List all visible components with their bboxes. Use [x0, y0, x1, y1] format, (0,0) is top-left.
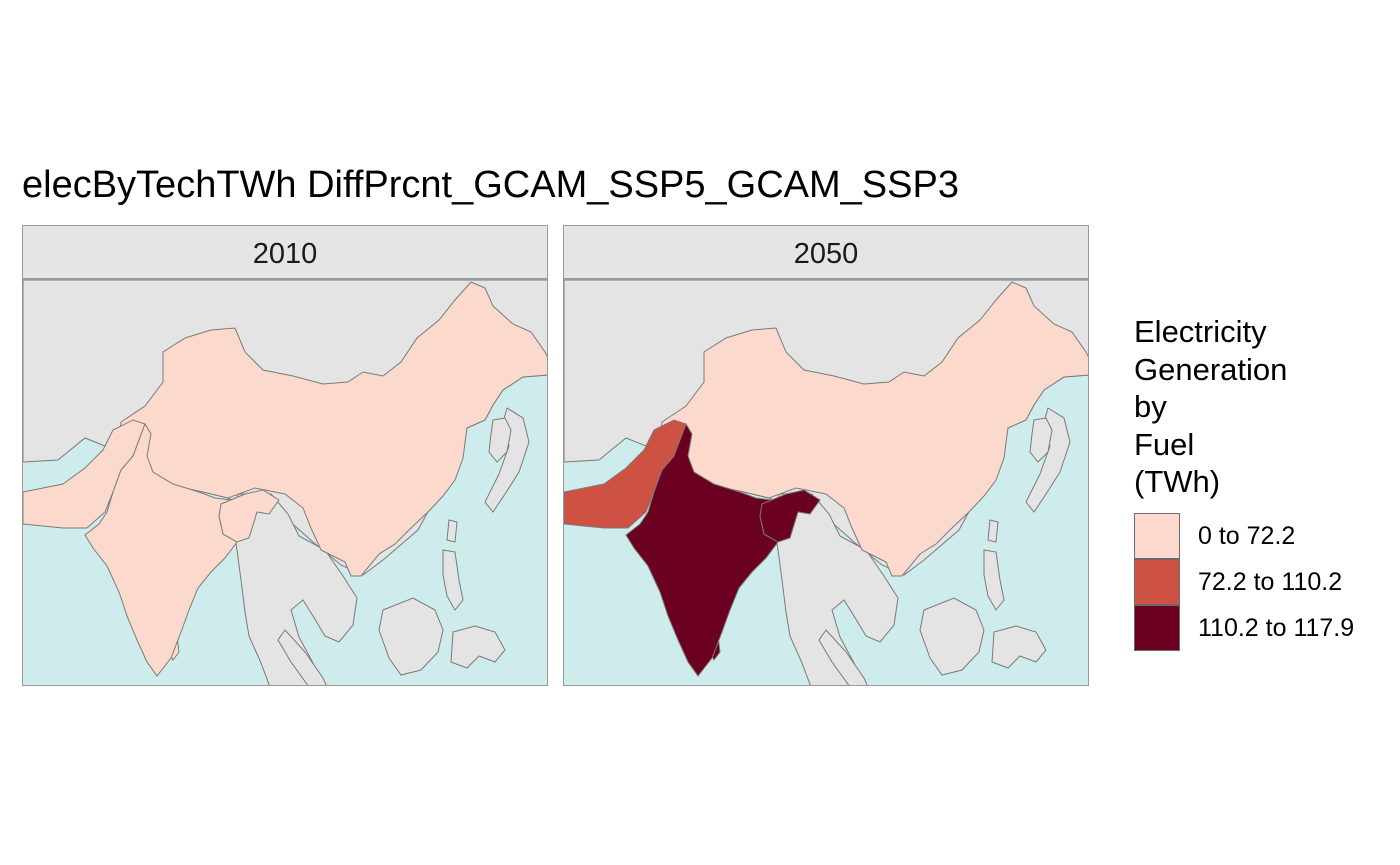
facet-label: 2010: [252, 238, 318, 270]
map-svg: [23, 280, 547, 685]
legend: Electricity Generation by Fuel (TWh) 0 t…: [1134, 313, 1354, 651]
sumatra: [277, 629, 327, 685]
legend-item: 110.2 to 117.9: [1134, 605, 1394, 651]
legend-key: [1134, 513, 1180, 559]
legend-item: 72.2 to 110.2: [1134, 559, 1394, 605]
legend-title-line: Fuel: [1134, 426, 1195, 462]
facet-label: 2050: [793, 238, 859, 270]
indonesian-islands: [450, 625, 506, 669]
facet-strip: 2050: [563, 225, 1089, 279]
legend-title-line: Generation: [1134, 351, 1288, 387]
facet-panel-2050: 2050: [563, 225, 1089, 686]
sumatra: [818, 629, 868, 685]
borneo: [378, 597, 444, 676]
india: [625, 422, 779, 677]
legend-label: 0 to 72.2: [1198, 522, 1296, 550]
korea: [1029, 417, 1053, 463]
legend-title-line: by: [1134, 389, 1167, 424]
map-area: [22, 279, 548, 686]
legend-items: 0 to 72.2 72.2 to 110.2 110.2 to 117.9: [1134, 513, 1394, 651]
china: [118, 281, 547, 577]
borneo: [919, 597, 985, 676]
bangladesh-myanmar: [218, 489, 280, 543]
facet-strip: 2010: [22, 225, 548, 279]
taiwan: [446, 519, 458, 543]
legend-label: 110.2 to 117.9: [1198, 614, 1355, 642]
indonesian-islands: [991, 625, 1047, 669]
philippines: [983, 549, 1005, 611]
taiwan: [987, 519, 999, 543]
philippines: [442, 549, 464, 611]
legend-key: [1134, 605, 1180, 651]
map-svg: [564, 280, 1088, 685]
facet-panel-2010: 2010: [22, 225, 548, 686]
china: [659, 281, 1088, 577]
map-area: [563, 279, 1089, 686]
legend-title: Electricity Generation by Fuel (TWh): [1134, 313, 1334, 501]
legend-key: [1134, 559, 1180, 605]
bangladesh-myanmar: [759, 489, 821, 543]
legend-label: 72.2 to 110.2: [1198, 568, 1343, 596]
india: [84, 422, 238, 677]
korea: [488, 417, 512, 463]
plot-title: elecByTechTWh DiffPrcnt_GCAM_SSP5_GCAM_S…: [22, 164, 959, 206]
legend-title-line: (TWh): [1134, 464, 1221, 499]
legend-item: 0 to 72.2: [1134, 513, 1394, 559]
legend-title-line: Electricity: [1134, 314, 1267, 349]
